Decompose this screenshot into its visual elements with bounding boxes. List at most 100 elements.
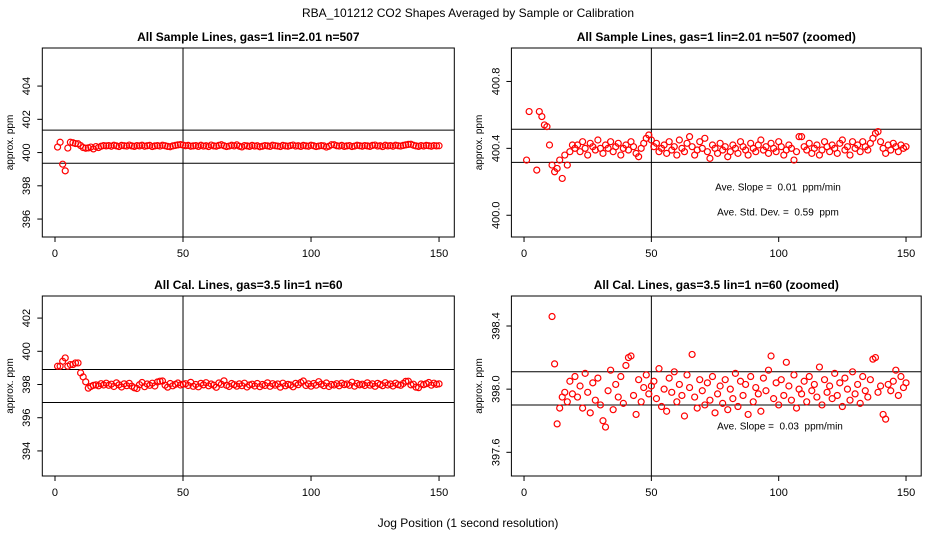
data-point — [749, 398, 757, 406]
data-point — [815, 363, 824, 371]
data-point — [843, 143, 852, 151]
data-point — [866, 376, 874, 384]
data-point — [571, 372, 579, 381]
x-tick-label: 0 — [52, 487, 58, 499]
data-point — [833, 149, 841, 157]
x-tick-label: 150 — [897, 248, 915, 260]
plot-frame — [41, 47, 455, 238]
data-point — [680, 412, 689, 420]
data-point — [637, 398, 645, 406]
data-point — [762, 387, 770, 395]
data-point — [683, 139, 691, 147]
data-point — [698, 144, 706, 152]
data-point — [854, 141, 862, 149]
data-point — [764, 149, 773, 157]
data-point — [744, 410, 752, 419]
data-point — [670, 143, 678, 151]
annotation: Ave. Slope = 0.03 ppm/min — [717, 422, 843, 433]
plot-frame — [510, 47, 922, 238]
data-point — [711, 409, 719, 417]
panel-title: All Cal. Lines, gas=3.5 lin=1 n=60 (zoom… — [594, 278, 839, 292]
data-point — [882, 415, 890, 423]
data-point — [404, 140, 412, 149]
data-point — [675, 380, 683, 389]
data-point — [663, 407, 671, 415]
data-point — [798, 390, 806, 398]
data-point — [647, 136, 655, 144]
data-point — [787, 396, 796, 404]
data-point — [536, 197, 542, 203]
y-tick-label: 398 — [21, 375, 33, 393]
data-point — [156, 377, 164, 385]
data-point — [831, 369, 839, 377]
data-point — [673, 151, 681, 159]
data-point — [813, 141, 821, 149]
data-point — [846, 396, 854, 404]
data-point — [823, 388, 831, 396]
data-point — [546, 276, 552, 282]
data-point — [706, 396, 714, 404]
data-point — [624, 146, 633, 154]
annotation: Ave. Std. Dev. = 0.59 ppm — [717, 208, 839, 219]
data-point — [563, 161, 571, 169]
data-point — [678, 391, 686, 400]
data-point — [741, 380, 750, 389]
data-point — [632, 410, 640, 419]
data-point — [820, 376, 829, 384]
y-axis-label: approx. ppm — [474, 115, 485, 171]
y-tick-label: 400.4 — [490, 135, 502, 163]
data-point — [181, 142, 190, 150]
data-point — [767, 352, 775, 360]
data-point — [604, 144, 612, 152]
data-point — [594, 374, 602, 382]
data-point — [708, 372, 717, 381]
data-point — [764, 366, 773, 374]
data-point — [848, 368, 857, 376]
data-point — [790, 156, 798, 164]
data-point — [622, 361, 630, 370]
x-axis-label: Jog Position (1 second resolution) — [378, 516, 559, 530]
data-point — [53, 362, 62, 370]
data-point — [550, 360, 559, 368]
data-point — [859, 372, 867, 381]
data-point — [713, 390, 722, 398]
y-tick-label: 400.0 — [490, 201, 502, 229]
data-point — [673, 398, 681, 406]
data-point — [599, 417, 607, 425]
data-point — [373, 142, 382, 150]
data-point — [706, 154, 714, 162]
data-point — [856, 399, 864, 407]
data-point — [843, 385, 852, 393]
data-point — [716, 139, 724, 147]
figure-title: RBA_101212 CO2 Shapes Averaged by Sample… — [302, 6, 634, 20]
data-point — [691, 393, 699, 401]
data-point — [810, 380, 818, 389]
data-point — [327, 141, 336, 149]
data-point — [82, 144, 90, 152]
data-point — [856, 148, 864, 156]
data-point — [736, 377, 745, 385]
data-point — [619, 399, 627, 407]
data-point — [851, 390, 859, 398]
x-tick-label: 0 — [52, 248, 58, 260]
y-tick-label: 398.0 — [490, 375, 502, 403]
data-point — [747, 372, 755, 381]
data-point — [117, 141, 126, 150]
data-point — [680, 148, 689, 156]
data-point — [609, 406, 617, 414]
data-point — [617, 372, 625, 381]
data-point — [645, 390, 653, 398]
data-point — [762, 143, 770, 151]
data-point — [734, 149, 742, 157]
data-point — [826, 148, 834, 156]
data-point — [683, 371, 691, 379]
data-point — [548, 161, 556, 169]
data-point — [668, 388, 676, 396]
data-point — [792, 148, 801, 156]
annotation: Ave. Slope = 0.01 ppm/min — [715, 183, 841, 194]
data-point — [61, 354, 69, 362]
data-point — [133, 141, 141, 150]
data-point — [607, 366, 615, 374]
data-point — [775, 401, 783, 409]
data-point — [874, 388, 882, 396]
